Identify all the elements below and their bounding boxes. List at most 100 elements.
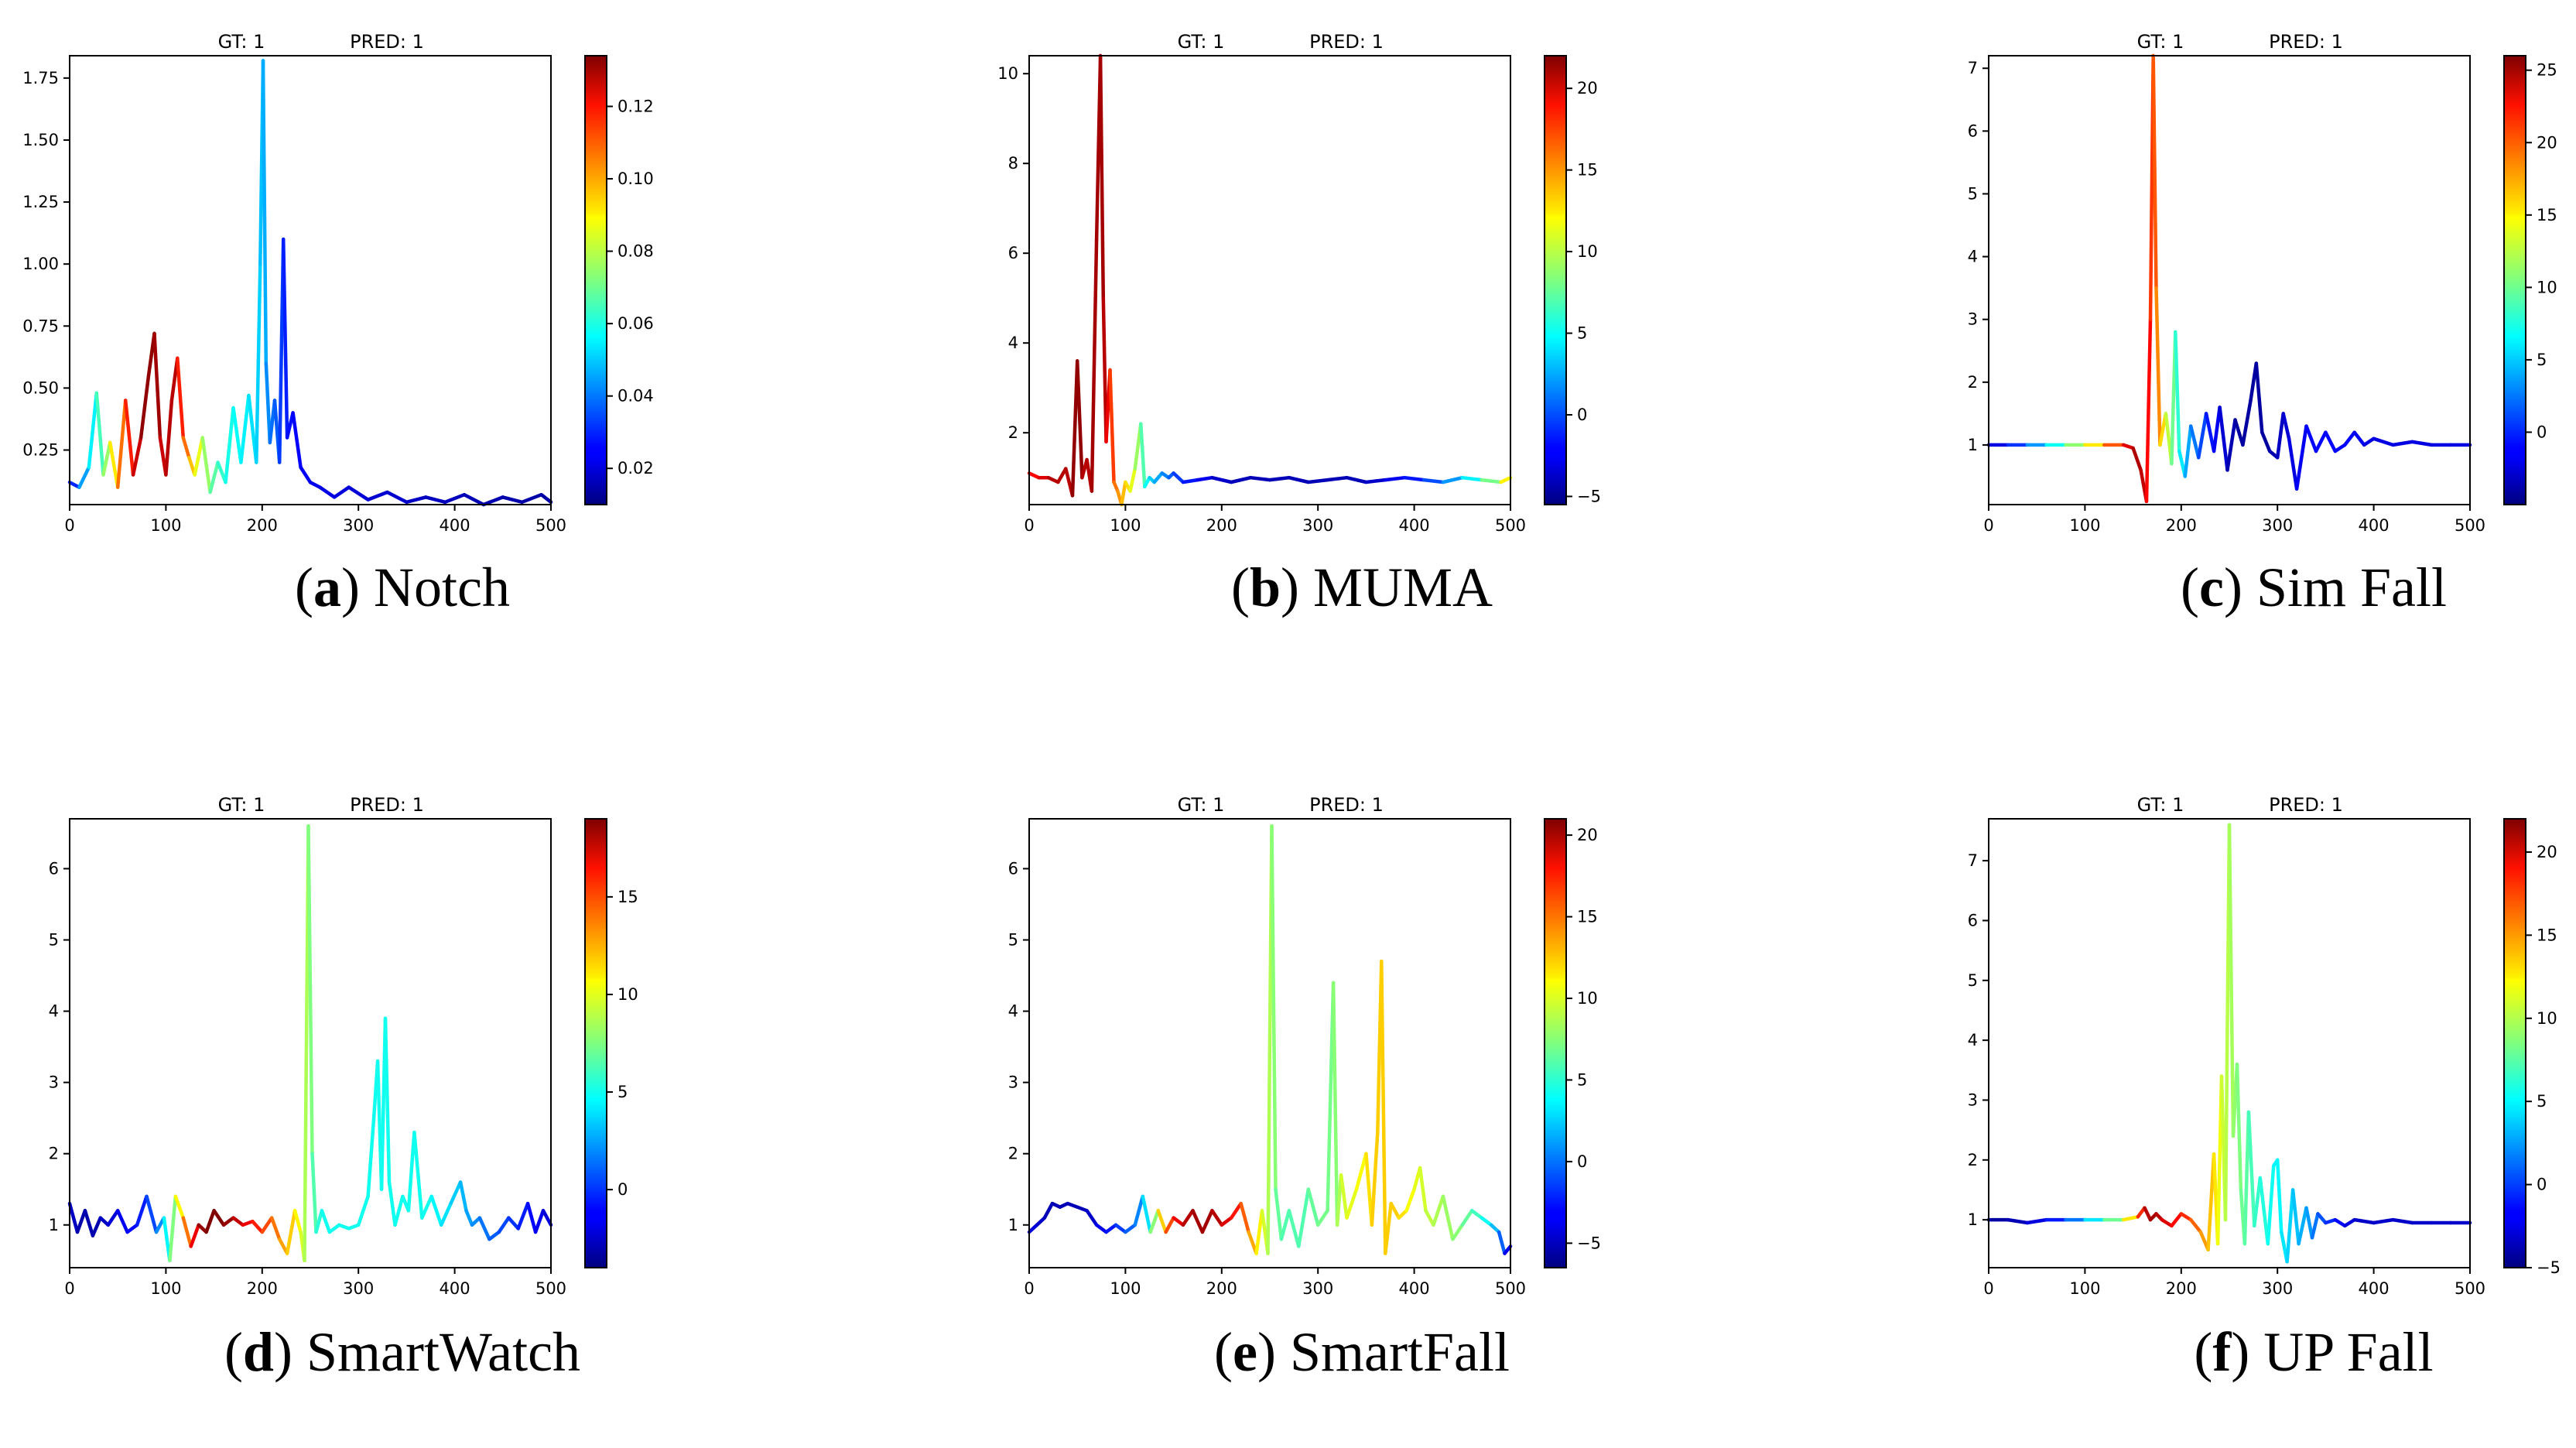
line-segment <box>2227 823 2236 1138</box>
line-segment <box>1191 1209 1205 1234</box>
series-line-c <box>1986 53 2472 504</box>
colorbar-tick-label: 5 <box>2537 351 2547 369</box>
plot-frame <box>1988 818 2471 1268</box>
line-segment <box>366 1116 376 1199</box>
y-tick-label: 1.25 <box>22 193 59 211</box>
line-segment <box>1441 475 1465 484</box>
plot-frame <box>1988 55 2471 505</box>
caption-text: Sim Fall <box>2256 556 2447 618</box>
y-tick-label: 1.50 <box>22 131 59 149</box>
line-segment <box>2143 1206 2153 1222</box>
y-axis-b: 2 4 6 8 10 <box>997 64 1029 442</box>
y-tick-label: 1 <box>1968 1210 1978 1229</box>
title-ground-truth: GT: 1 <box>218 794 265 816</box>
line-segment <box>405 495 428 505</box>
line-segment <box>1139 422 1147 489</box>
caption-text: SmartFall <box>1289 1321 1510 1383</box>
line-segment <box>1210 1209 1224 1227</box>
line-segment <box>308 480 322 489</box>
line-segment <box>2391 440 2414 447</box>
plot-area <box>1989 56 2470 505</box>
y-tick-label: 0.25 <box>22 441 59 460</box>
line-segment <box>2372 1217 2395 1225</box>
line-segment <box>152 331 162 440</box>
caption-text: UP Fall <box>2263 1321 2434 1383</box>
y-tick-label: 7 <box>1968 59 1978 77</box>
line-segment <box>458 1180 468 1213</box>
line-segment <box>1254 1209 1264 1255</box>
line-segment <box>539 492 553 505</box>
line-segment <box>2285 1188 2295 1264</box>
chart-panel-a: 0 100 200 300 400 500 0.25 0.50 0.75 1.00 1.25 1.50… <box>22 31 654 535</box>
colorbar-tick-label: 10 <box>1577 989 1598 1008</box>
x-tick-label: 0 <box>1024 516 1034 535</box>
y-axis-c: 1 2 3 4 5 6 7 <box>1968 59 1989 454</box>
y-tick-label: 6 <box>1968 911 1978 929</box>
colorbar-tick-label: 0 <box>2537 1176 2547 1194</box>
line-segment <box>1027 471 1041 480</box>
caption-d: (d) SmartWatch <box>224 1321 581 1383</box>
colorbar-tick-label: 20 <box>2537 843 2557 861</box>
colorbar-tick-label: 5 <box>2537 1092 2547 1111</box>
colorbar-tick-label: 15 <box>1577 161 1598 180</box>
line-segment <box>1090 238 1099 493</box>
line-segment <box>449 1180 463 1206</box>
title-ground-truth: GT: 1 <box>1178 794 1225 816</box>
series-line-d <box>67 823 553 1263</box>
line-segment <box>1339 1173 1349 1220</box>
line-segment <box>1172 471 1185 484</box>
y-tick-label: 6 <box>49 859 59 878</box>
line-segment <box>135 1194 149 1227</box>
series-line-e <box>1027 823 1513 1255</box>
plot-area <box>70 56 551 505</box>
line-segment <box>1056 467 1068 484</box>
line-segment <box>356 1194 370 1227</box>
y-tick-label: 1.75 <box>22 69 59 87</box>
line-segment <box>1120 480 1127 507</box>
y-tick-label: 2 <box>49 1145 59 1163</box>
line-segment <box>2188 424 2201 460</box>
line-segment <box>145 1194 159 1234</box>
line-segment <box>1152 471 1164 484</box>
colorbar-f: −5 0 5 10 15 20 <box>2503 818 2561 1277</box>
x-tick-label: 200 <box>2166 1279 2197 1298</box>
plot-frame <box>69 818 552 1268</box>
line-segment <box>173 1194 186 1220</box>
line-segment <box>1148 1209 1160 1234</box>
line-segment <box>189 1223 200 1248</box>
title-prediction: PRED: 1 <box>1309 794 1384 816</box>
colorbar-tick-label: 5 <box>1577 324 1587 343</box>
caption-f: (f) UP Fall <box>2194 1321 2434 1383</box>
line-segment <box>1389 1201 1401 1220</box>
y-tick-label: 4 <box>1968 1031 1978 1049</box>
colorbar-tick-label: 10 <box>2537 278 2557 296</box>
y-tick-label: 10 <box>997 64 1018 83</box>
line-segment <box>208 460 220 495</box>
line-segment <box>75 1209 87 1234</box>
title-ground-truth: GT: 1 <box>218 31 265 53</box>
colorbar-tick-label: 15 <box>617 888 638 906</box>
line-segment <box>231 1216 245 1227</box>
colorbar-tick-label: 0 <box>2537 423 2547 441</box>
line-segment <box>299 465 313 484</box>
line-segment <box>139 374 151 440</box>
line-segment <box>1331 981 1339 1227</box>
line-segment <box>406 1130 416 1213</box>
line-segment <box>1460 1209 1474 1227</box>
line-segment <box>1345 475 1368 484</box>
line-segment <box>320 1209 332 1234</box>
line-segment <box>1094 1223 1108 1234</box>
x-tick-label: 500 <box>1495 516 1526 535</box>
line-segment <box>1128 467 1137 493</box>
line-segment <box>2281 412 2291 441</box>
x-tick-label: 400 <box>2359 1279 2390 1298</box>
line-segment <box>525 1201 538 1234</box>
line-segment <box>2343 430 2356 447</box>
chart-panel-c: 0 100 200 300 400 500 1 2 3 4 5 6 7 GT: 1 PRED: 1 0 5 10 1… <box>1968 31 2557 535</box>
plot-area <box>1029 56 1510 505</box>
y-tick-label: 4 <box>1008 1002 1018 1021</box>
line-segment <box>412 1130 424 1220</box>
line-segment <box>2212 406 2222 454</box>
line-segment <box>332 485 351 499</box>
y-tick-label: 5 <box>1008 931 1018 950</box>
